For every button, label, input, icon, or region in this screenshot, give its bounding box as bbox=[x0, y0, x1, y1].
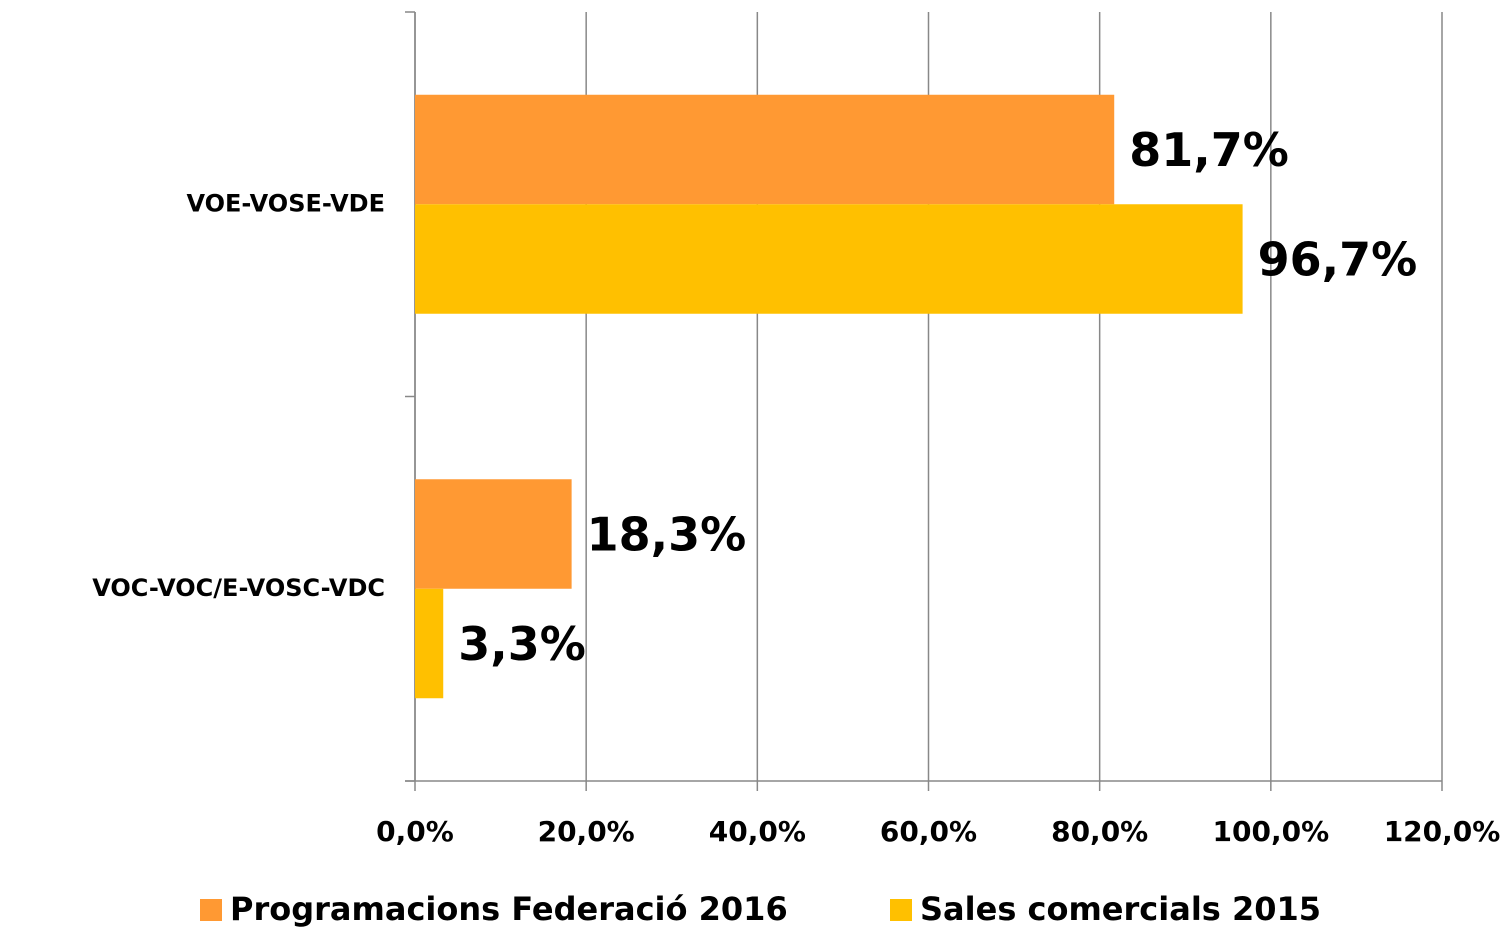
value-label: 3,3% bbox=[458, 617, 586, 671]
bar bbox=[415, 94, 1115, 205]
bar bbox=[415, 479, 572, 589]
x-tick-label: 0,0% bbox=[376, 815, 454, 848]
legend-swatch bbox=[890, 899, 912, 921]
legend-label: Sales comercials 2015 bbox=[920, 890, 1321, 928]
bar bbox=[415, 204, 1243, 314]
bar bbox=[415, 588, 444, 699]
value-label: 81,7% bbox=[1129, 123, 1289, 177]
legend-swatch bbox=[200, 899, 222, 921]
x-tick-label: 100,0% bbox=[1213, 815, 1330, 848]
y-tick-label: VOE-VOSE-VDE bbox=[186, 189, 385, 217]
x-tick-label: 40,0% bbox=[709, 815, 806, 848]
value-label: 96,7% bbox=[1258, 233, 1418, 287]
x-tick-label: 20,0% bbox=[538, 815, 635, 848]
x-tick-label: 60,0% bbox=[880, 815, 977, 848]
legend-label: Programacions Federació 2016 bbox=[230, 890, 788, 928]
x-tick-label: 120,0% bbox=[1384, 815, 1501, 848]
y-tick-label: VOC-VOC/E-VOSC-VDC bbox=[92, 574, 385, 602]
x-tick-label: 80,0% bbox=[1051, 815, 1148, 848]
value-label: 18,3% bbox=[587, 508, 747, 562]
